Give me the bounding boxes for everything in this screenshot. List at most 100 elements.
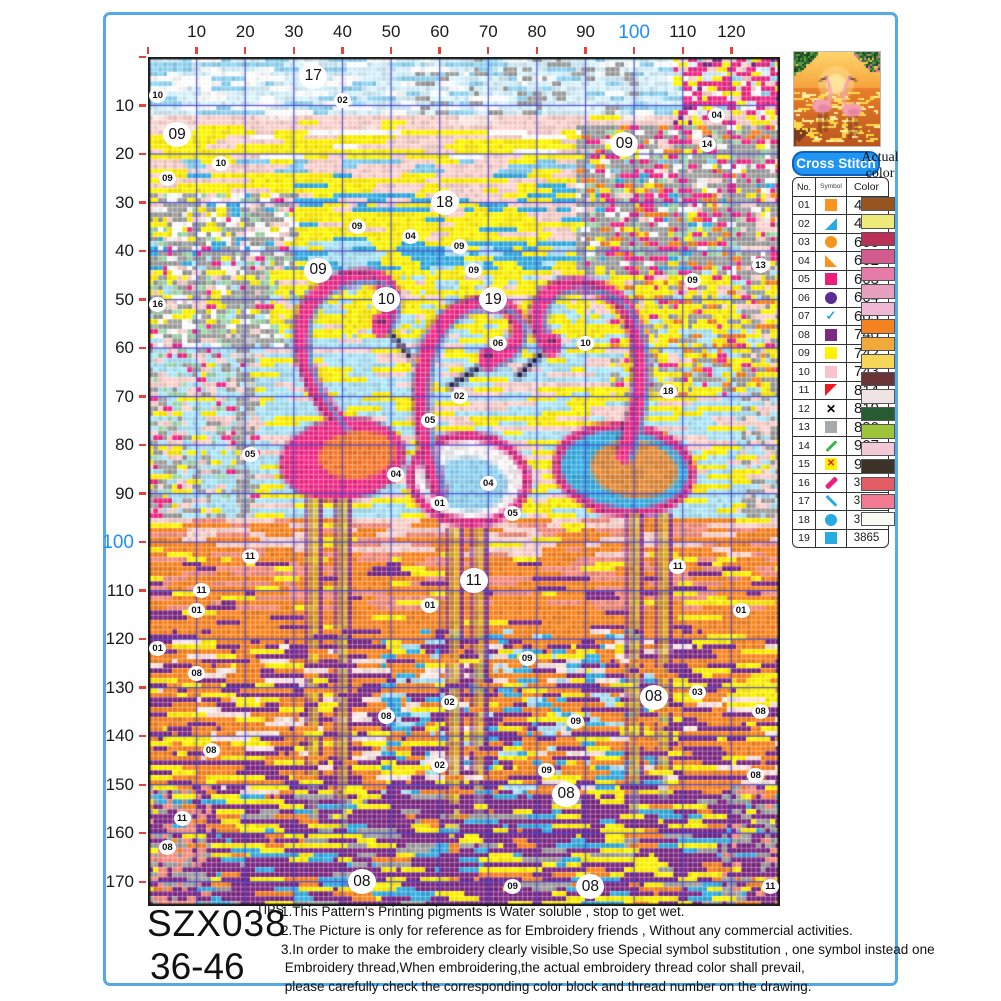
- square-symbol-icon: [825, 532, 837, 545]
- square-symbol-icon: [825, 421, 837, 434]
- top-axis-label-90: 90: [576, 22, 595, 41]
- left-axis-label-10: 10: [115, 95, 134, 115]
- actual-color-swatch-819: [861, 389, 895, 404]
- square-symbol-icon: [825, 273, 837, 286]
- tri-bl-symbol-icon: [825, 254, 837, 267]
- top-axis-tick: [535, 47, 539, 54]
- square-symbol-icon: [825, 328, 837, 341]
- fabric-size: 36-46: [150, 946, 245, 987]
- left-axis-tick: [139, 152, 146, 156]
- actual-color-swatch-3705: [861, 476, 895, 491]
- legend-no: 03: [793, 233, 816, 251]
- top-axis-label-60: 60: [430, 22, 450, 41]
- backslash-symbol-icon: [824, 494, 838, 508]
- top-axis-label-70: 70: [478, 22, 498, 41]
- legend-row-19: 19 3865: [793, 528, 888, 547]
- actual-color-swatch-604: [861, 284, 895, 299]
- actual-color-swatch-605: [861, 301, 895, 316]
- legend-no: 19: [793, 529, 816, 547]
- actual-color-swatch-743: [861, 354, 895, 369]
- actual-color-swatch-600: [861, 231, 895, 246]
- actual-color-header: Actual color: [861, 150, 899, 181]
- left-axis-tick: [139, 540, 146, 544]
- left-axis-tick: [139, 735, 146, 738]
- circle-symbol-icon: [825, 236, 837, 249]
- left-axis-label-40: 40: [115, 241, 134, 261]
- left-axis-tick: [139, 637, 146, 641]
- stitch-grid: [148, 57, 780, 906]
- actual-color-swatch-740: [861, 319, 895, 334]
- left-axis-tick: [139, 104, 146, 107]
- tip-line: 2.The Picture is only for reference as f…: [281, 922, 853, 938]
- left-axis-tick: [139, 443, 146, 447]
- left-axis-label-100: 100: [102, 532, 134, 554]
- legend-no: 01: [793, 196, 816, 214]
- legend-symbol-cell: [816, 215, 847, 233]
- top-axis-tick: [438, 47, 441, 54]
- legend-title: Cross Stitch: [792, 151, 880, 176]
- left-axis-tick: [139, 249, 146, 253]
- tips-text: 1.This Pattern's Printing pigments is Wa…: [281, 903, 935, 997]
- tip-line: 3.In order to make the embroidery clearl…: [281, 941, 935, 957]
- square-symbol-icon: [825, 199, 837, 212]
- legend-thread-code: 3865: [853, 532, 880, 545]
- left-axis-tick: [139, 298, 146, 301]
- left-axis-tick: [139, 492, 146, 495]
- legend-no: 13: [793, 418, 816, 436]
- square-symbol-icon: [825, 365, 837, 378]
- top-axis-tick: [146, 47, 150, 54]
- top-axis-label-80: 80: [527, 22, 547, 41]
- actual-color-swatch-3706: [861, 494, 895, 509]
- left-axis-label-90: 90: [115, 483, 134, 503]
- left-axis-tick: [139, 55, 146, 59]
- left-axis-tick: [139, 395, 146, 398]
- legend-symbol-cell: [816, 511, 847, 529]
- legend-symbol-cell: [816, 326, 847, 344]
- legend-symbol-cell: [816, 344, 847, 362]
- tip-line: please carefully check the corresponding…: [281, 979, 812, 995]
- legend-no: 07: [793, 307, 816, 325]
- actual-color-swatch-907: [861, 424, 895, 439]
- legend-col-header: Symbol: [816, 178, 847, 196]
- left-axis-label-110: 110: [106, 580, 134, 600]
- left-axis-label-30: 30: [115, 192, 134, 212]
- actual-color-swatch-445: [861, 214, 895, 229]
- left-axis-tick: [139, 686, 146, 689]
- actual-color-swatch-602: [861, 249, 895, 264]
- top-axis-label-10: 10: [187, 22, 207, 41]
- top-axis-tick: [389, 47, 393, 54]
- tip-line: Embroidery thread,When embroidering,the …: [281, 960, 805, 976]
- tip-line: 1.This Pattern's Printing pigments is Wa…: [281, 904, 685, 919]
- legend-symbol-cell: [816, 474, 847, 492]
- left-axis-label-140: 140: [105, 726, 134, 746]
- legend-symbol-cell: [816, 529, 847, 547]
- legend-no: 04: [793, 252, 816, 270]
- legend-symbol-cell: [816, 492, 847, 510]
- left-axis-label-70: 70: [115, 386, 134, 406]
- top-axis-tick: [487, 47, 490, 54]
- legend-symbol-cell: ✕: [816, 455, 847, 473]
- left-axis-tick: [139, 589, 146, 592]
- check-symbol-icon: ✓: [825, 308, 837, 324]
- x-glyph: ✕: [826, 458, 836, 470]
- legend-symbol-cell: ✕: [816, 400, 847, 418]
- actual-color-swatch-890: [861, 406, 895, 421]
- actual-color-swatch-603: [861, 266, 895, 281]
- square-symbol-icon: [825, 347, 837, 360]
- actual-color-swatch-3371: [861, 459, 895, 474]
- legend-symbol-cell: [816, 270, 847, 288]
- left-axis-tick: [139, 201, 146, 204]
- legend-symbol-cell: [816, 437, 847, 455]
- legend-no: 12: [793, 400, 816, 418]
- legend-no: 02: [793, 215, 816, 233]
- top-axis-label-100: 100: [618, 22, 650, 43]
- slash-thick-symbol-icon: [824, 476, 838, 490]
- actual-color-swatch-400: [861, 196, 895, 211]
- left-axis-label-170: 170: [105, 871, 134, 891]
- legend-symbol-cell: [816, 196, 847, 214]
- top-axis-tick: [584, 47, 587, 54]
- legend-no: 17: [793, 492, 816, 510]
- legend-no: 14: [793, 437, 816, 455]
- left-axis-label-80: 80: [115, 435, 134, 455]
- legend-symbol-cell: [816, 418, 847, 436]
